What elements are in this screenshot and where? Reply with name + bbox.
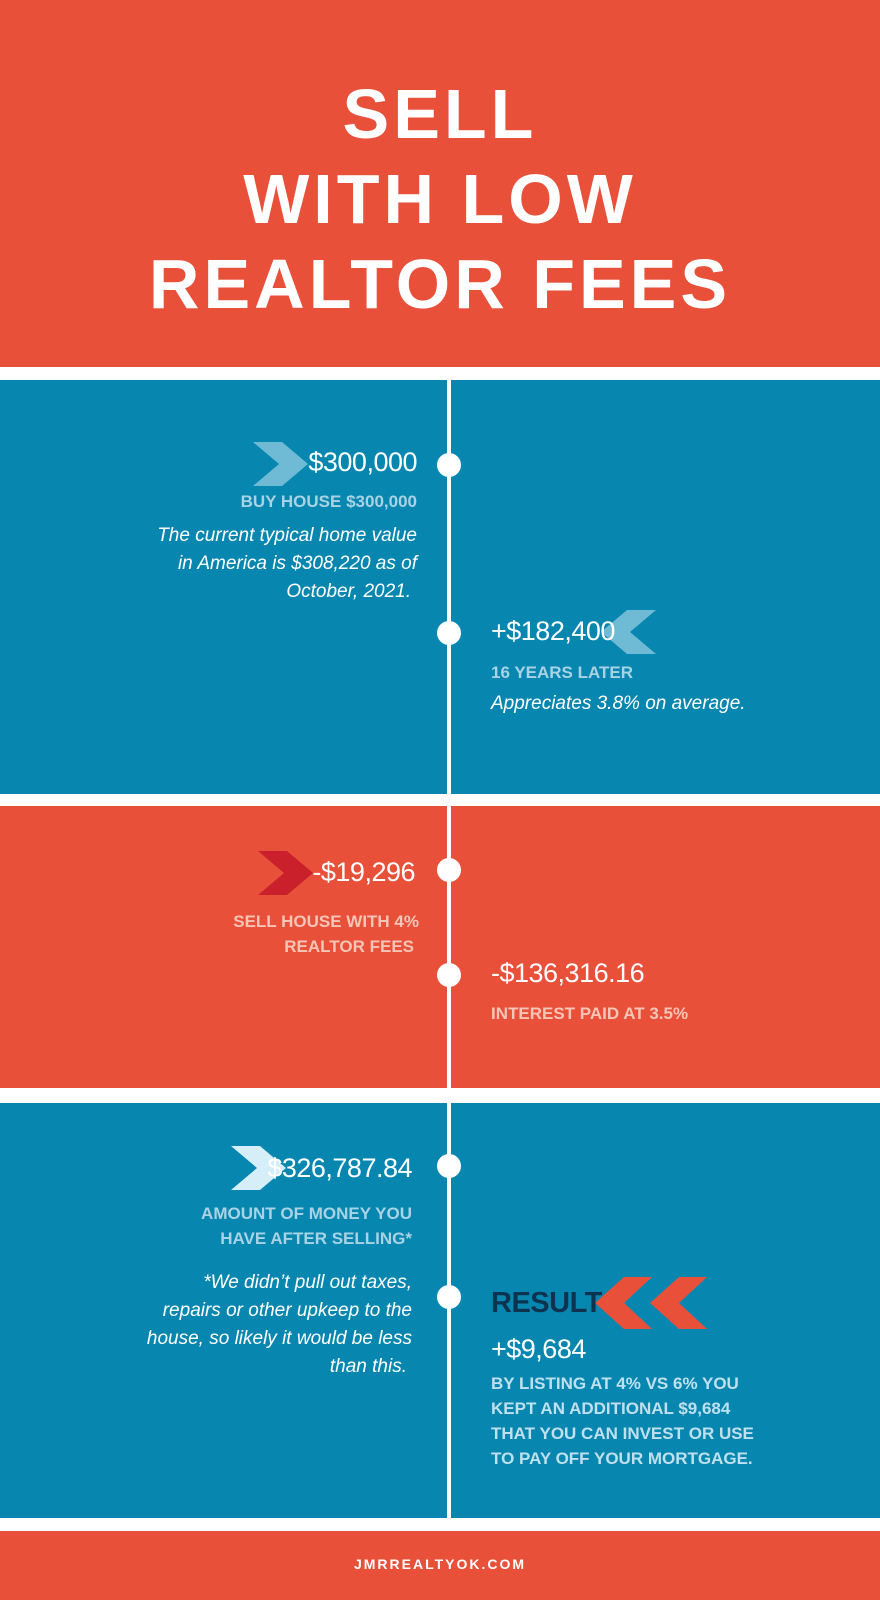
heading-line: HAVE AFTER SELLING* xyxy=(220,1229,412,1248)
note-line: October, 2021. xyxy=(286,581,411,602)
header-band xyxy=(0,0,880,367)
heading: 16 YEARS LATER xyxy=(491,663,634,682)
section-band xyxy=(0,380,880,794)
heading: BY LISTING AT 4% VS 6% YOU KEPT AN ADDIT… xyxy=(491,1371,754,1471)
amount: $300,000 xyxy=(308,447,417,477)
heading-line: SELL HOUSE WITH 4% xyxy=(233,912,419,931)
chevron-icon xyxy=(253,442,308,486)
timeline-dot xyxy=(437,858,461,882)
footer-url: JMRREALTYOK.COM xyxy=(353,1556,527,1572)
note-line: in America is $308,220 as of xyxy=(177,553,417,574)
footer-band xyxy=(0,1531,880,1600)
chevron-icon xyxy=(595,1277,652,1329)
heading-line: THAT YOU CAN INVEST OR USE xyxy=(491,1424,754,1443)
note-line: repairs or other upkeep to the xyxy=(162,1300,412,1321)
chevron-icon xyxy=(601,610,656,654)
amount: +$9,684 xyxy=(491,1334,586,1364)
chevron-icon xyxy=(650,1277,707,1329)
note: The current typical home value in Americ… xyxy=(157,522,417,606)
note-line: house, so likely it would be less xyxy=(146,1328,412,1349)
result-label: RESULT xyxy=(491,1287,602,1319)
section-band xyxy=(0,806,880,1088)
amount: -$136,316.16 xyxy=(491,958,645,988)
timeline-dot xyxy=(437,1285,461,1309)
timeline-dot xyxy=(437,1154,461,1178)
timeline-dot xyxy=(437,621,461,645)
heading-line: KEPT AN ADDITIONAL $9,684 xyxy=(491,1399,731,1418)
heading-line: AMOUNT OF MONEY YOU xyxy=(201,1204,412,1223)
heading-line: REALTOR FEES xyxy=(284,937,414,956)
heading-line: TO PAY OFF YOUR MORTGAGE. xyxy=(491,1449,753,1468)
heading-line: BY LISTING AT 4% VS 6% YOU xyxy=(491,1374,739,1393)
title-line: WITH LOW xyxy=(243,160,637,238)
amount: +$182,400 xyxy=(491,616,615,646)
note: Appreciates 3.8% on average. xyxy=(491,693,746,714)
timeline-dot xyxy=(437,963,461,987)
timeline-dot xyxy=(437,453,461,477)
heading: INTEREST PAID AT 3.5% xyxy=(491,1004,689,1023)
chevron-icon xyxy=(258,851,313,895)
timeline-line xyxy=(447,380,451,1518)
note-line: The current typical home value xyxy=(157,525,417,546)
note-line: than this. xyxy=(329,1356,407,1377)
chevron-icon xyxy=(231,1146,286,1190)
title-line: REALTOR FEES xyxy=(148,245,732,323)
amount: -$19,296 xyxy=(312,857,415,887)
heading: SELL HOUSE WITH 4% REALTOR FEES xyxy=(233,909,419,959)
amount: $326,787.84 xyxy=(267,1153,412,1183)
title: SELL WITH LOW REALTOR FEES xyxy=(0,72,880,327)
heading: BUY HOUSE $300,000 xyxy=(240,492,417,511)
title-line: SELL xyxy=(342,75,538,153)
note-line: *We didn’t pull out taxes, xyxy=(203,1272,412,1293)
heading: AMOUNT OF MONEY YOU HAVE AFTER SELLING* xyxy=(201,1201,412,1251)
note: *We didn’t pull out taxes, repairs or ot… xyxy=(147,1269,412,1381)
